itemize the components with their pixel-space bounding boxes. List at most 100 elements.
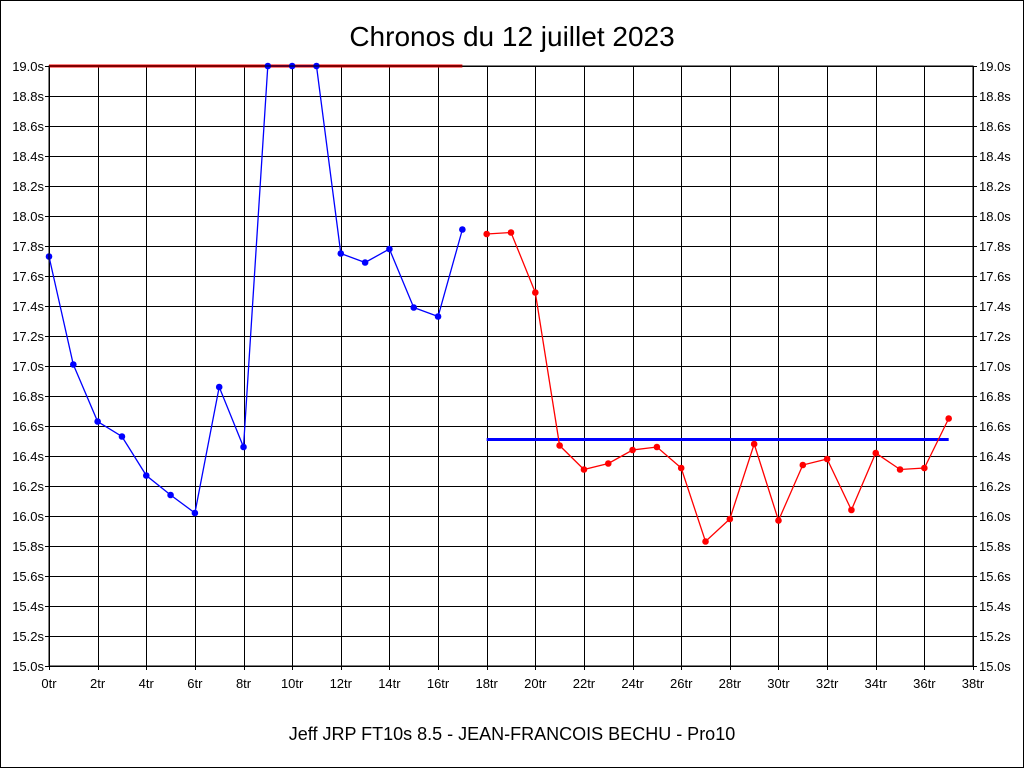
data-point (191, 509, 199, 517)
y-tick-label-right: 16.0s (979, 509, 1011, 524)
y-tick-label-left: 16.4s (12, 449, 44, 464)
series-line (486, 231, 950, 543)
x-tick-label: 32tr (816, 676, 839, 691)
y-tick-label-left: 15.4s (12, 599, 44, 614)
data-point (386, 245, 393, 253)
data-point (750, 440, 758, 448)
y-tick-label-right: 15.6s (979, 569, 1011, 584)
y-tick-label-left: 15.0s (12, 659, 44, 674)
y-tick-label-right: 16.4s (979, 449, 1011, 464)
y-axis-right: 15.0s 15.2s 15.4s 15.6s 15.8s 16.0s 16.2s 16.4s… (979, 59, 1011, 674)
y-tick-label-left: 16.0s (12, 509, 44, 524)
x-tick-label: 26tr (670, 676, 693, 691)
series-line (48, 65, 464, 515)
data-point (556, 442, 563, 449)
y-tick-label-right: 17.2s (979, 329, 1011, 344)
data-point (215, 383, 223, 391)
data-point (945, 415, 952, 422)
x-tick-label: 24tr (621, 676, 644, 691)
series-group (45, 62, 952, 545)
data-point (94, 418, 101, 425)
y-tick-label-right: 17.0s (979, 359, 1011, 374)
x-tick-label: 34tr (865, 676, 888, 691)
y-tick-label-right: 16.2s (979, 479, 1011, 494)
data-point (726, 515, 734, 523)
data-point (361, 259, 369, 266)
y-tick-label-right: 18.0s (979, 209, 1011, 224)
x-tick-label: 12tr (330, 676, 353, 691)
x-tick-label: 6tr (187, 676, 203, 691)
x-tick-label: 28tr (719, 676, 742, 691)
y-tick-label-right: 18.8s (979, 89, 1011, 104)
data-point (337, 250, 345, 257)
y-tick-label-right: 17.4s (979, 299, 1011, 314)
data-point (921, 464, 928, 472)
y-tick-label-left: 17.8s (12, 239, 44, 254)
y-tick-label-left: 16.8s (12, 389, 44, 404)
y-tick-label-right: 19.0s (979, 59, 1011, 74)
y-tick-label-left: 16.2s (12, 479, 44, 494)
data-point (434, 313, 442, 320)
data-point (653, 443, 661, 451)
y-tick-label-left: 15.8s (12, 539, 44, 554)
y-tick-label-right: 17.8s (979, 239, 1011, 254)
data-point (532, 289, 539, 296)
data-point (167, 491, 174, 499)
x-tick-label: 14tr (378, 676, 401, 691)
y-tick-label-left: 17.0s (12, 359, 44, 374)
y-tick-label-left: 17.4s (12, 299, 44, 314)
data-point (604, 460, 612, 467)
data-point (507, 229, 515, 236)
x-tick-label: 4tr (139, 676, 155, 691)
y-tick-label-right: 16.8s (979, 389, 1011, 404)
x-tick-label: 36tr (913, 676, 936, 691)
data-point (142, 472, 150, 479)
data-point (677, 464, 685, 472)
y-tick-label-right: 18.6s (979, 119, 1011, 134)
y-tick-label-right: 18.2s (979, 179, 1011, 194)
data-point (823, 455, 831, 463)
x-tick-label: 22tr (573, 676, 596, 691)
data-point (118, 433, 126, 440)
chart-subtitle: Jeff JRP FT10s 8.5 - JEAN-FRANCOIS BECHU… (289, 724, 735, 744)
y-tick-label-right: 15.0s (979, 659, 1011, 674)
plot-area-border (48, 65, 974, 667)
data-point (702, 538, 709, 545)
y-tick-label-right: 15.8s (979, 539, 1011, 554)
y-tick-label-left: 15.2s (12, 629, 44, 644)
y-tick-label-left: 15.6s (12, 569, 44, 584)
y-tick-label-left: 16.6s (12, 419, 44, 434)
data-point (483, 230, 490, 238)
y-tick-label-left: 18.0s (12, 209, 44, 224)
x-tick-label: 20tr (524, 676, 547, 691)
y-tick-label-left: 18.2s (12, 179, 44, 194)
data-point (459, 226, 466, 233)
x-tick-label: 0tr (41, 676, 57, 691)
x-tick-label: 2tr (90, 676, 106, 691)
x-tick-label: 10tr (281, 676, 304, 691)
y-tick-label-left: 17.6s (12, 269, 44, 284)
x-tick-label: 18tr (475, 676, 498, 691)
x-tick-label: 38tr (962, 676, 985, 691)
y-tick-label-left: 19.0s (12, 59, 44, 74)
data-point (799, 461, 807, 469)
y-tick-label-right: 17.6s (979, 269, 1011, 284)
y-tick-label-right: 15.4s (979, 599, 1011, 614)
data-point (775, 517, 782, 524)
data-point (896, 466, 904, 473)
y-tick-label-right: 16.6s (979, 419, 1011, 434)
data-point (848, 506, 855, 514)
grid (45, 66, 977, 670)
chart-title: Chronos du 12 juillet 2023 (349, 21, 674, 52)
data-point (580, 466, 588, 473)
data-point (240, 443, 247, 451)
y-tick-label-right: 18.4s (979, 149, 1011, 164)
y-tick-label-left: 18.8s (12, 89, 44, 104)
x-tick-label: 16tr (427, 676, 450, 691)
y-tick-label-left: 18.6s (12, 119, 44, 134)
y-axis-left: 15.0s 15.2s 15.4s 15.6s 15.8s 16.0s 16.2s 16.4s… (12, 59, 44, 674)
x-tick-label: 8tr (236, 676, 252, 691)
data-point (629, 446, 636, 454)
